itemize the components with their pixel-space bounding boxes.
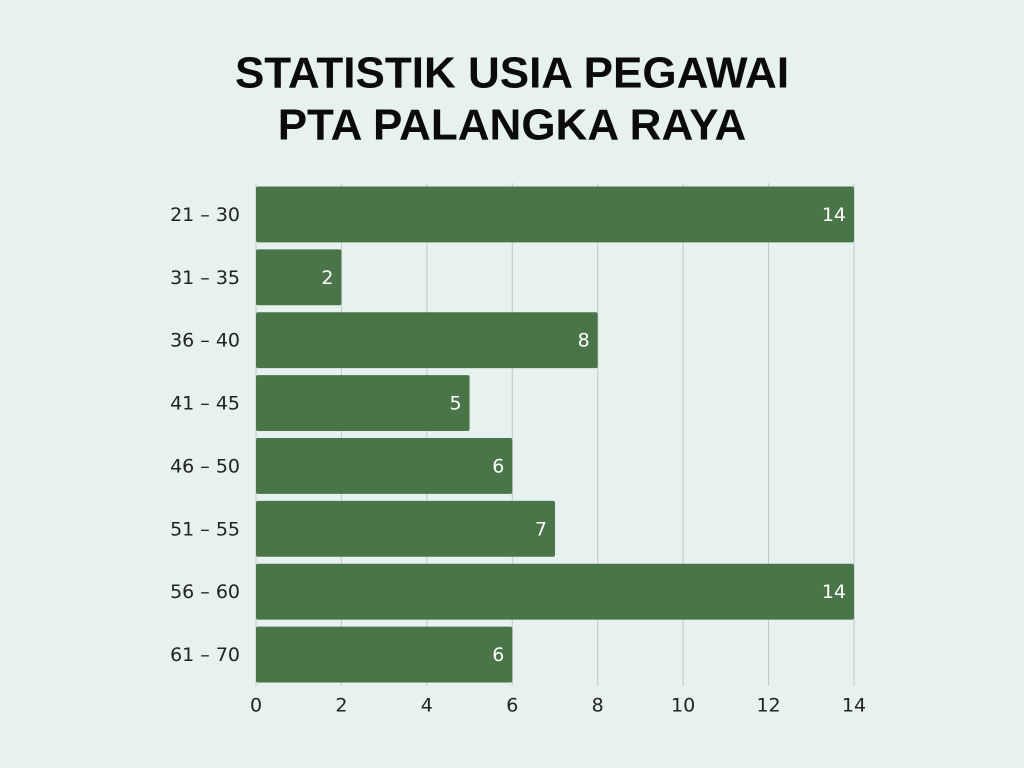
bar bbox=[256, 437, 513, 494]
x-tick-label: 2 bbox=[335, 695, 347, 717]
y-tick-label: 61 – 70 bbox=[170, 644, 240, 666]
x-tick-label: 0 bbox=[250, 695, 262, 717]
y-tick-label: 41 – 45 bbox=[170, 393, 240, 415]
x-tick-label: 14 bbox=[842, 695, 866, 717]
bar bbox=[256, 626, 513, 683]
bar bbox=[256, 500, 555, 557]
value-label: 8 bbox=[578, 330, 590, 352]
x-tick-label: 6 bbox=[506, 695, 518, 717]
y-tick-label: 21 – 30 bbox=[170, 204, 240, 226]
y-tick-label: 56 – 60 bbox=[170, 581, 240, 603]
y-tick-label: 46 – 50 bbox=[170, 455, 240, 477]
x-tick-label: 10 bbox=[671, 695, 695, 717]
bar bbox=[256, 375, 470, 432]
value-label: 6 bbox=[492, 644, 504, 666]
x-tick-label: 4 bbox=[421, 695, 433, 717]
bar bbox=[256, 186, 854, 243]
y-tick-label: 31 – 35 bbox=[170, 267, 240, 289]
value-label: 6 bbox=[492, 455, 504, 477]
value-label: 14 bbox=[822, 204, 846, 226]
chart-title: STATISTIK USIA PEGAWAI bbox=[235, 49, 789, 98]
chart-title: PTA PALANGKA RAYA bbox=[278, 101, 747, 150]
value-label: 5 bbox=[449, 393, 461, 415]
y-tick-label: 51 – 55 bbox=[170, 518, 240, 540]
value-label: 7 bbox=[535, 518, 547, 540]
y-tick-label: 36 – 40 bbox=[170, 330, 240, 352]
bar bbox=[256, 563, 854, 620]
bar bbox=[256, 249, 342, 306]
x-tick-label: 8 bbox=[592, 695, 604, 717]
value-label: 2 bbox=[321, 267, 333, 289]
bar bbox=[256, 312, 598, 369]
x-tick-label: 12 bbox=[756, 695, 780, 717]
value-label: 14 bbox=[822, 581, 846, 603]
